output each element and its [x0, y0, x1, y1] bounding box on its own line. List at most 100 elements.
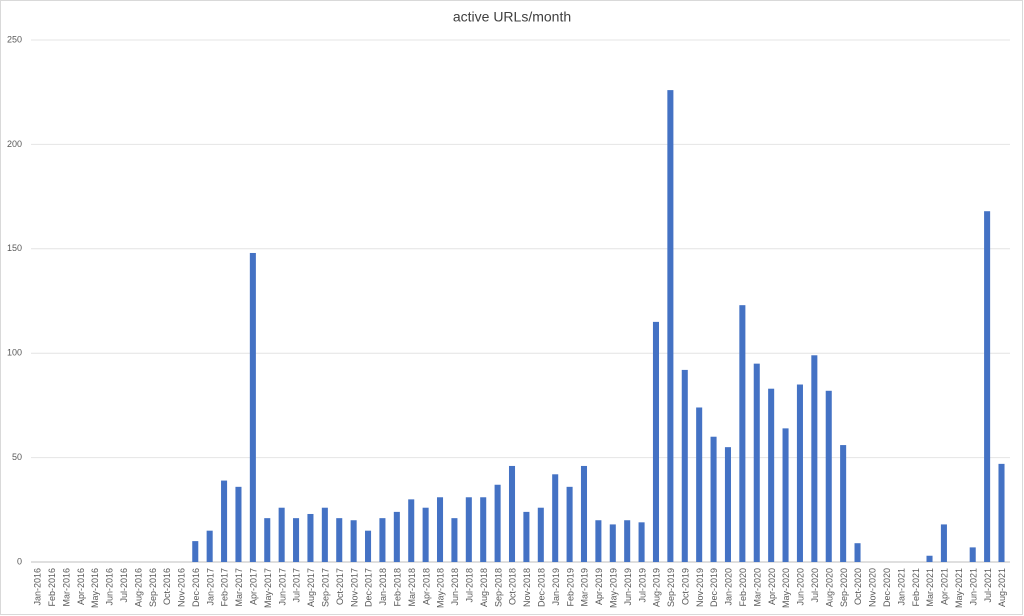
- x-tick-label: Nov-2020: [868, 568, 878, 607]
- x-tick-label: Apr-2021: [940, 568, 950, 605]
- x-tick-label: Feb-2021: [911, 568, 921, 607]
- x-tick-label: Sep-2018: [493, 568, 503, 607]
- bar: [523, 511, 530, 562]
- x-tick-label: Feb-2017: [220, 568, 230, 607]
- x-tick-label: Jul-2017: [292, 568, 302, 603]
- x-tick-label: Jun-2018: [450, 568, 460, 606]
- bar: [969, 547, 976, 562]
- x-tick-label: Dec-2020: [882, 568, 892, 607]
- bar: [753, 363, 760, 562]
- bar: [811, 355, 818, 562]
- bar: [350, 520, 357, 562]
- bar: [739, 305, 746, 562]
- bar: [537, 507, 544, 562]
- bar: [984, 211, 991, 562]
- bar: [710, 436, 717, 562]
- x-tick-label: Aug-2017: [306, 568, 316, 607]
- bar: [249, 252, 256, 562]
- x-tick-label: Sep-2016: [148, 568, 158, 607]
- x-tick-label: Mar-2019: [580, 568, 590, 607]
- bar: [580, 465, 588, 562]
- x-tick-label: Jan-2018: [378, 568, 388, 606]
- x-tick-label: Jun-2019: [623, 568, 633, 606]
- x-tick-label: Jan-2019: [551, 568, 561, 606]
- x-tick-label: Jan-2021: [896, 568, 906, 606]
- x-tick-label: Dec-2019: [709, 568, 719, 607]
- bar: [998, 463, 1005, 562]
- bar: [192, 541, 199, 562]
- chart-title: active URLs/month: [453, 9, 571, 25]
- x-tick-label: May-2021: [954, 568, 964, 608]
- bar: [926, 555, 933, 562]
- bar: [796, 384, 803, 562]
- bar: [652, 321, 659, 562]
- x-tick-label: Mar-2020: [752, 568, 762, 607]
- x-tick-label: Jan-2016: [33, 568, 43, 606]
- x-tick-label: Nov-2019: [695, 568, 705, 607]
- bar: [321, 507, 328, 562]
- x-tick-label: Sep-2017: [321, 568, 331, 607]
- x-tick-label: Jun-2021: [968, 568, 978, 606]
- bar: [566, 486, 573, 562]
- x-tick-label: Oct-2020: [853, 568, 863, 605]
- x-tick-label: Mar-2016: [61, 568, 71, 607]
- bar: [724, 447, 731, 562]
- bar: [696, 407, 703, 562]
- y-tick-label: 100: [7, 348, 22, 358]
- x-tick-label: May-2019: [608, 568, 618, 608]
- x-tick-label: Sep-2020: [839, 568, 849, 607]
- bar: [235, 486, 242, 562]
- bar: [854, 543, 861, 562]
- bar: [595, 520, 602, 562]
- bar: [307, 513, 314, 562]
- bar: [494, 484, 501, 562]
- x-tick-label: Nov-2016: [177, 568, 187, 607]
- bar: [221, 480, 228, 562]
- bar: [422, 507, 429, 562]
- bar: [825, 390, 832, 562]
- x-tick-label: Oct-2016: [162, 568, 172, 605]
- x-tick-label: Dec-2017: [364, 568, 374, 607]
- x-tick-label: Jul-2020: [810, 568, 820, 603]
- x-tick-label: Mar-2017: [234, 568, 244, 607]
- bar: [768, 388, 775, 562]
- bar: [436, 497, 444, 562]
- x-tick-label: Aug-2020: [824, 568, 834, 607]
- bar: [638, 522, 645, 562]
- x-tick-label: Aug-2016: [133, 568, 143, 607]
- x-tick-label: Feb-2018: [393, 568, 403, 607]
- x-tick-label: Feb-2016: [47, 568, 57, 607]
- bar: [278, 507, 285, 562]
- x-tick-label: Dec-2016: [191, 568, 201, 607]
- x-tick-label: Sep-2019: [666, 568, 676, 607]
- y-tick-label: 150: [7, 243, 22, 253]
- bar: [465, 497, 472, 562]
- x-tick-label: Mar-2021: [925, 568, 935, 607]
- x-tick-label: Feb-2019: [565, 568, 575, 607]
- x-tick-label: Oct-2018: [508, 568, 518, 605]
- x-tick-label: May-2017: [263, 568, 273, 608]
- bar: [393, 511, 400, 562]
- bar: [480, 497, 487, 562]
- bar: [379, 518, 386, 562]
- y-tick-label: 250: [7, 34, 22, 44]
- bar: [508, 465, 516, 562]
- x-tick-label: Aug-2021: [997, 568, 1007, 607]
- x-tick-label: Aug-2019: [652, 568, 662, 607]
- bar: [667, 90, 674, 562]
- x-tick-label: Apr-2018: [421, 568, 431, 605]
- x-tick-label: Jan-2017: [205, 568, 215, 606]
- x-tick-label: May-2018: [436, 568, 446, 608]
- x-tick-label: Nov-2017: [349, 568, 359, 607]
- x-tick-label: Jul-2016: [119, 568, 129, 603]
- x-tick-label: Apr-2019: [594, 568, 604, 605]
- x-tick-label: Oct-2019: [680, 568, 690, 605]
- bar: [206, 530, 213, 562]
- x-tick-label: Nov-2018: [522, 568, 532, 607]
- x-tick-label: Mar-2018: [407, 568, 417, 607]
- x-tick-label: Apr-2016: [76, 568, 86, 605]
- x-tick-label: Dec-2018: [536, 568, 546, 607]
- bar: [293, 518, 300, 562]
